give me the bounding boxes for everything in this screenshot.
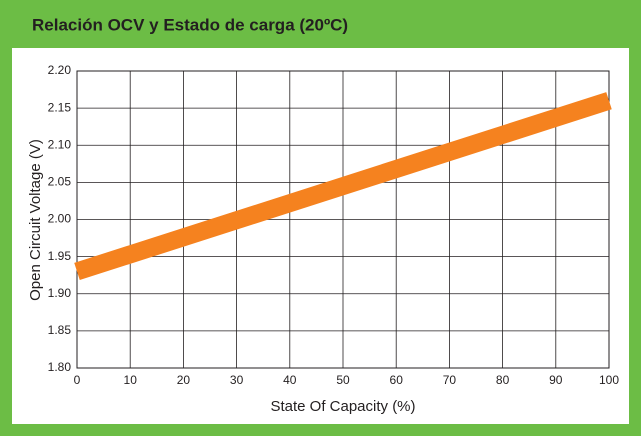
x-tick-label: 80 — [496, 373, 510, 387]
y-tick-label: 1.85 — [48, 323, 72, 337]
y-tick-label: 2.15 — [48, 100, 72, 114]
x-tick-label: 100 — [599, 373, 619, 387]
x-tick-label: 0 — [74, 373, 81, 387]
chart-title: Relación OCV y Estado de carga (20ºC) — [32, 15, 348, 34]
x-tick-label: 30 — [230, 373, 244, 387]
y-tick-label: 2.10 — [48, 137, 72, 151]
x-tick-label: 50 — [336, 373, 350, 387]
y-tick-label: 1.95 — [48, 249, 72, 263]
x-tick-label: 40 — [283, 373, 297, 387]
x-axis-label: State Of Capacity (%) — [270, 398, 415, 415]
x-tick-label: 10 — [124, 373, 138, 387]
y-tick-label: 2.05 — [48, 175, 72, 189]
y-tick-label: 2.00 — [48, 212, 72, 226]
y-tick-label: 2.20 — [48, 63, 72, 77]
y-axis-label: Open Circuit Voltage (V) — [27, 139, 44, 301]
y-tick-label: 1.90 — [48, 286, 72, 300]
x-tick-label: 90 — [549, 373, 563, 387]
ocv-line — [74, 92, 612, 281]
x-tick-label: 20 — [177, 373, 191, 387]
x-tick-label: 70 — [443, 373, 457, 387]
x-tick-label: 60 — [390, 373, 404, 387]
plot-border — [76, 70, 610, 369]
panel — [12, 48, 629, 424]
y-tick-label: 1.80 — [48, 360, 72, 374]
